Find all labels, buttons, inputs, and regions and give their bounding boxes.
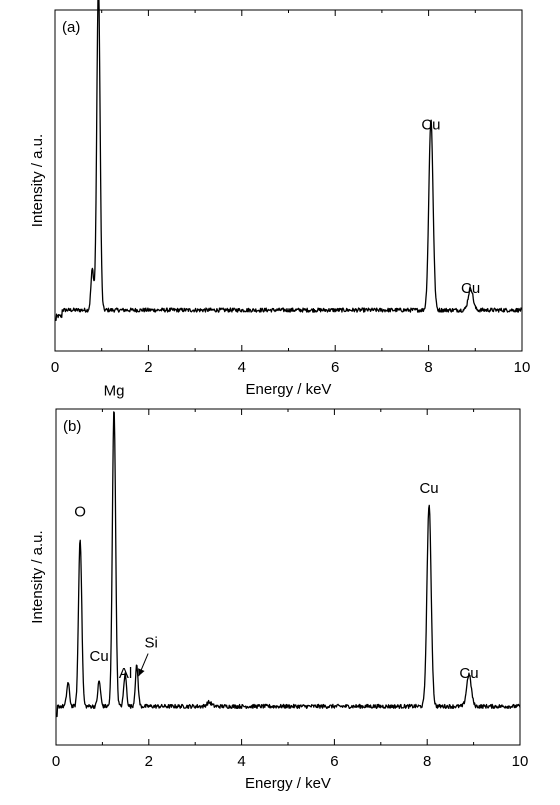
spectrum-panel-a: 0 2 4 6 8 10 Energy / keV Intensity / a.u. (a) Cu… (29, 0, 530, 398)
spectrum-panel-b: 0 2 4 6 8 10 Energy / keV Intensity / a.u. (b) O M… (29, 383, 528, 792)
x-axis-label: Energy / keV (246, 381, 332, 398)
peak-label-al: Al (119, 665, 132, 682)
spectrum-line (55, 411, 521, 718)
x-tick-label: 4 (238, 359, 246, 376)
panel-label: (a) (62, 19, 80, 36)
plot-frame (54, 9, 523, 352)
x-tick-label: 6 (331, 359, 339, 376)
x-tick-label: 0 (52, 753, 60, 770)
x-tick-label: 10 (512, 753, 529, 770)
spectrum-line (54, 0, 523, 321)
peak-label-si: Si (144, 635, 157, 652)
y-axis-label: Intensity / a.u. (29, 530, 46, 623)
x-axis-label: Energy / keV (245, 775, 331, 792)
peak-label-cu: Cu (459, 665, 478, 682)
peak-label-cu: Cu (461, 280, 480, 297)
si-arrow-head (138, 668, 145, 677)
panel-label: (b) (63, 418, 81, 435)
x-tick-label: 4 (237, 753, 245, 770)
x-tick-label: 10 (514, 359, 531, 376)
peak-label-cu: Cu (90, 648, 109, 665)
x-tick-label: 8 (424, 359, 432, 376)
y-axis-label: Intensity / a.u. (29, 134, 46, 227)
x-tick-label: 6 (330, 753, 338, 770)
x-tick-label: 2 (144, 359, 152, 376)
x-tick-label: 0 (51, 359, 59, 376)
peak-label-o: O (74, 504, 86, 521)
plot-frame (55, 408, 521, 746)
peak-label-cu: Cu (419, 480, 438, 497)
x-tick-label: 8 (423, 753, 431, 770)
peak-label-mg: Mg (104, 383, 125, 400)
peak-label-cu: Cu (421, 116, 440, 133)
x-tick-label: 2 (145, 753, 153, 770)
